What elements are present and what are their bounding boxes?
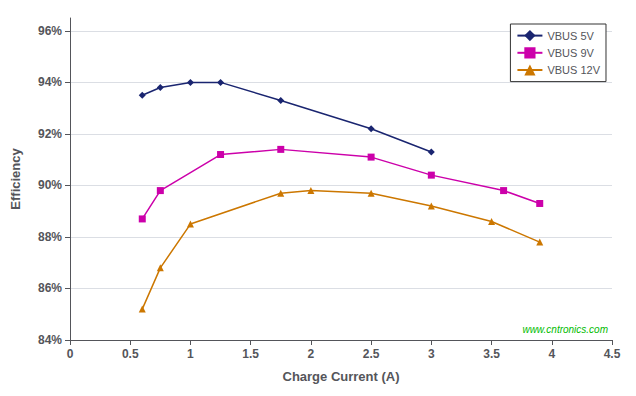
svg-text:86%: 86% [38, 281, 62, 295]
svg-text:4: 4 [548, 347, 555, 361]
svg-text:0.5: 0.5 [122, 347, 139, 361]
svg-text:VBUS 9V: VBUS 9V [547, 47, 594, 59]
svg-text:www.cntronics.com: www.cntronics.com [522, 324, 608, 335]
svg-text:96%: 96% [38, 24, 62, 38]
svg-text:VBUS 5V: VBUS 5V [547, 30, 594, 42]
svg-text:VBUS 12V: VBUS 12V [547, 64, 600, 76]
svg-text:94%: 94% [38, 75, 62, 89]
svg-text:2.5: 2.5 [363, 347, 380, 361]
svg-text:2: 2 [308, 347, 315, 361]
svg-text:3.5: 3.5 [483, 347, 500, 361]
svg-text:92%: 92% [38, 127, 62, 141]
svg-text:1.5: 1.5 [242, 347, 259, 361]
svg-text:Efficiency: Efficiency [8, 148, 23, 210]
svg-text:0: 0 [67, 347, 74, 361]
svg-text:Charge Current (A): Charge Current (A) [282, 369, 399, 384]
svg-text:84%: 84% [38, 333, 62, 347]
svg-text:4.5: 4.5 [604, 347, 621, 361]
svg-text:1: 1 [187, 347, 194, 361]
svg-text:3: 3 [428, 347, 435, 361]
svg-text:90%: 90% [38, 178, 62, 192]
svg-text:88%: 88% [38, 230, 62, 244]
